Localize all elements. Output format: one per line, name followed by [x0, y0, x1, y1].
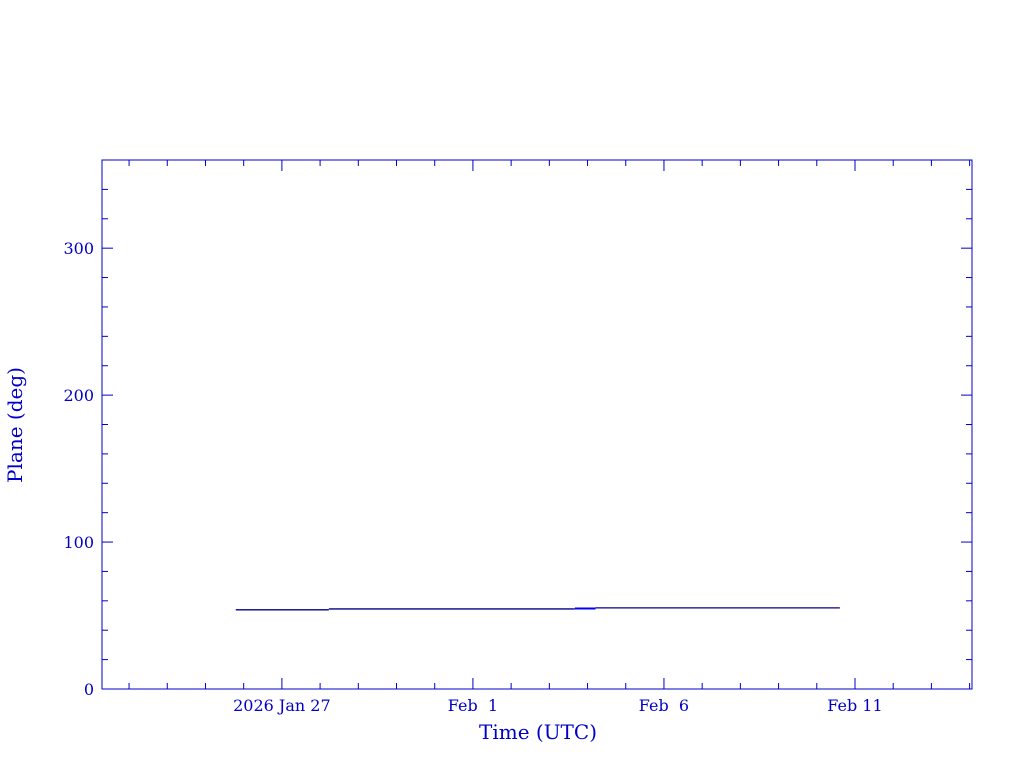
x-axis-label: Time (UTC) — [479, 720, 597, 744]
tick-labels: 2026 Jan 27 Feb 1 Feb 6 Feb 11 0 100 200 300 — [63, 239, 882, 715]
x-tick-label: Feb 1 — [448, 696, 498, 715]
ticks — [102, 159, 972, 690]
series-lines — [235, 607, 840, 611]
y-tick-label: 300 — [63, 239, 94, 258]
y-tick-label: 100 — [63, 533, 94, 552]
y-tick-label: 0 — [84, 680, 94, 699]
y-tick-label: 200 — [63, 386, 94, 405]
y-axis-label: Plane (deg) — [3, 367, 27, 483]
x-tick-label: Feb 6 — [639, 696, 689, 715]
plot-frame — [101, 159, 973, 690]
x-tick-label: Feb 11 — [827, 696, 882, 715]
x-tick-label: 2026 Jan 27 — [233, 696, 331, 715]
